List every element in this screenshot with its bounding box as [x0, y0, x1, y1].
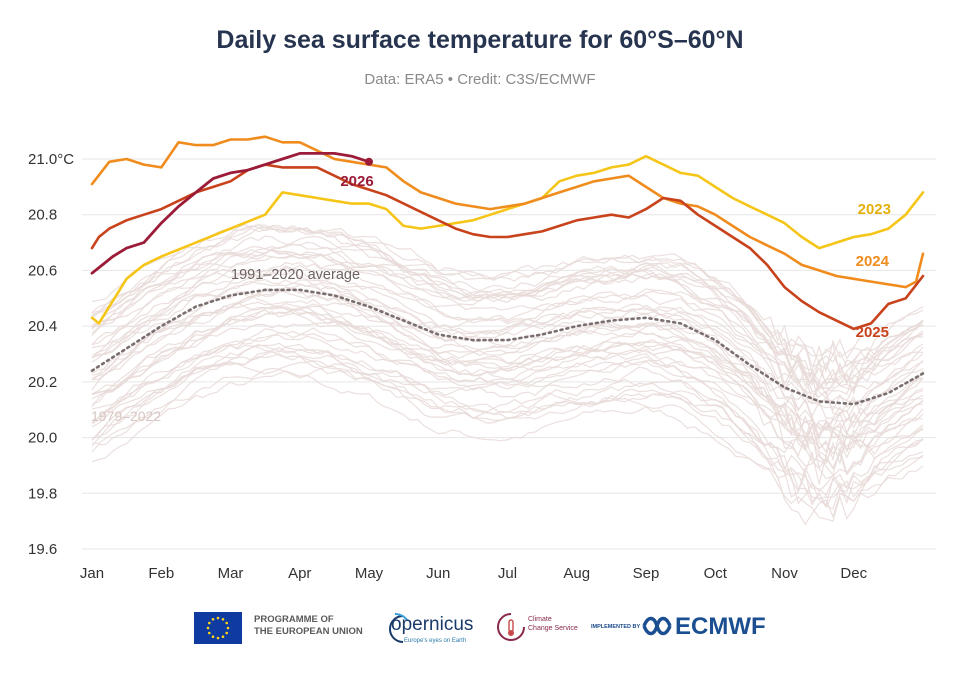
label-2023: 2023: [858, 201, 891, 218]
x-tick-label: Sep: [633, 565, 660, 582]
history-series-line: [91, 224, 924, 376]
history-series-line: [91, 330, 924, 477]
history-series-line: [91, 309, 924, 458]
series-line-2025: [90, 163, 925, 331]
history-series-line: [91, 350, 924, 502]
history-series-line: [91, 327, 924, 470]
history-series-line: [91, 261, 924, 411]
footer-logos: PROGRAMME OF THE EUROPEAN UNION opernicu…: [0, 600, 960, 660]
history-series-line: [91, 254, 924, 403]
x-tick-label: Oct: [704, 565, 728, 582]
label-2025: 2025: [856, 324, 889, 341]
x-tick-label: Nov: [771, 565, 798, 582]
history-series-line: [91, 227, 924, 384]
series-line-1991-2020-average: [90, 288, 925, 406]
x-tick-label: Feb: [148, 565, 174, 582]
history-series-line: [92, 362, 924, 510]
series-line-2026: [90, 152, 371, 275]
y-tick-label: 20.8: [28, 207, 57, 224]
history-series-line: [91, 347, 924, 509]
ecmwf-logo-icon: [642, 616, 672, 636]
history-series-line: [91, 334, 924, 480]
y-tick-label: 20.2: [28, 374, 57, 391]
eu-flag-icon: [194, 612, 242, 644]
copernicus-tagline: Europe's eyes on Earth: [404, 638, 467, 644]
eu-programme-label: PROGRAMME OF THE EUROPEAN UNION: [254, 614, 363, 638]
y-tick-label: 20.0: [28, 430, 57, 447]
x-tick-label: Aug: [563, 565, 590, 582]
history-series-line: [91, 225, 924, 374]
history-series-line: [91, 343, 924, 485]
x-tick-label: Jul: [498, 565, 517, 582]
history-series-line: [91, 248, 924, 392]
c3s-line-1: Climate: [528, 616, 552, 623]
history-series-line: [91, 244, 924, 399]
history-series-line: [91, 295, 924, 443]
history-series-line: [91, 305, 924, 451]
series-line-2024: [90, 135, 925, 289]
y-tick-label: 21.0°C: [28, 151, 74, 168]
x-tick-label: Dec: [840, 565, 867, 582]
y-tick-label: 19.6: [28, 541, 57, 558]
chart-subtitle: Data: ERA5 • Credit: C3S/ECMWF: [364, 71, 596, 88]
history-series-line: [91, 235, 924, 376]
eu-line-2: THE EUROPEAN UNION: [254, 626, 363, 637]
history-series-line: [91, 320, 924, 466]
x-tick-label: Jun: [426, 565, 450, 582]
label-2024: 2024: [856, 253, 890, 270]
history-series-line: [91, 310, 924, 459]
history-series-line: [91, 264, 924, 402]
y-tick-label: 19.8: [28, 485, 57, 502]
copernicus-wordmark: opernicus: [391, 614, 474, 635]
history-series-line: [91, 308, 924, 462]
history-series-line: [91, 276, 924, 423]
x-tick-label: May: [355, 565, 384, 582]
history-series-line: [91, 370, 924, 526]
c3s-label: Climate Change Service: [528, 615, 578, 633]
label-2026: 2026: [340, 173, 373, 190]
x-tick-label: Jan: [80, 565, 104, 582]
copernicus-logo-icon: [389, 613, 408, 643]
eu-stars-icon: [206, 616, 230, 640]
series-end-marker-2026: [365, 157, 373, 166]
average-label: 1991–2020 average: [231, 267, 360, 283]
ecmwf-wordmark: ECMWF: [675, 613, 766, 640]
history-series-line: [91, 353, 924, 500]
x-tick-label: Mar: [218, 565, 244, 582]
c3s-logo-icon: [497, 613, 525, 641]
history-series-line: [91, 343, 924, 497]
history-series-line: [91, 342, 924, 508]
history-series-line: [91, 280, 924, 431]
sea-surface-temperature-chart: 19.6 19.8 20.0 20.2 20.4 20.6 20.8 21.0°C Jan Feb…: [28, 135, 936, 582]
y-tick-label: 20.6: [28, 262, 57, 279]
c3s-line-2: Change Service: [528, 625, 578, 632]
history-series-line: [91, 224, 924, 364]
x-tick-label: Apr: [288, 565, 311, 582]
history-label: 1979–2022: [91, 408, 161, 424]
chart-title: Daily sea surface temperature for 60°S–6…: [216, 26, 744, 54]
history-series-line: [91, 284, 924, 439]
eu-line-1: PROGRAMME OF: [254, 614, 334, 625]
y-tick-label: 20.4: [28, 318, 57, 335]
implemented-by-label: IMPLEMENTED BY: [591, 624, 641, 630]
